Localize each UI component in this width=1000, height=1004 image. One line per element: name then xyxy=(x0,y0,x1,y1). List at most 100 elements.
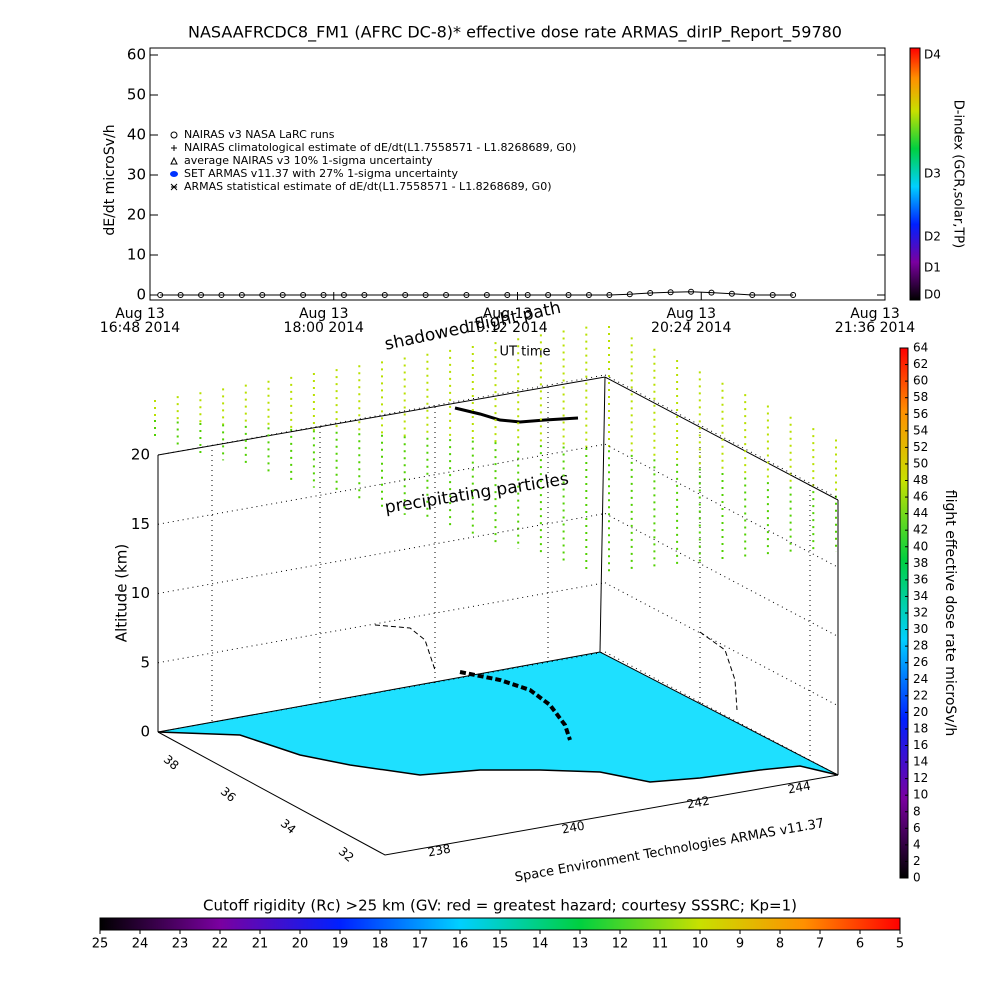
marker xyxy=(545,292,552,298)
colorbar-tick-label: 28 xyxy=(913,639,928,653)
colorbar-tick-label: 30 xyxy=(913,622,928,636)
z-grid xyxy=(604,443,839,568)
colorbar-tick-label: 54 xyxy=(913,423,928,437)
x-tick-label: Aug 13 18:00 2014 xyxy=(284,306,365,336)
y-tick-label: 60 xyxy=(127,46,146,64)
z-grid xyxy=(157,513,606,594)
colorbar-tick-label: 23 xyxy=(172,937,189,952)
colorbar-tick-label: 24 xyxy=(913,672,928,686)
lat-tick-label: 36 xyxy=(218,784,239,805)
marker xyxy=(340,292,347,298)
colorbar-tick-label: 32 xyxy=(913,606,928,620)
x-tick-label: Aug 13 20:24 2014 xyxy=(651,306,732,336)
marker xyxy=(626,291,633,298)
colorbar-tick-label: 11 xyxy=(652,937,669,952)
marker xyxy=(565,292,572,298)
marker xyxy=(749,292,756,298)
marker xyxy=(483,292,490,298)
colorbar-tick-label: 10 xyxy=(692,937,709,952)
colorbar-tick-label: 22 xyxy=(212,937,229,952)
colorbar-tick-label: 20 xyxy=(292,937,309,952)
colorbar-tick-label: 24 xyxy=(132,937,149,952)
y-tick-label: 50 xyxy=(127,86,146,104)
land xyxy=(158,732,838,855)
y-axis-label: dE/dt microSv/h xyxy=(102,124,118,235)
colorbar-tick-label: 48 xyxy=(913,473,928,487)
colorbar-tick-label: D2 xyxy=(924,230,941,244)
edge xyxy=(157,376,839,501)
symbol xyxy=(170,156,178,165)
marker xyxy=(279,292,286,298)
marker xyxy=(218,292,225,298)
colorbar-tick-label: 36 xyxy=(913,572,928,586)
colorbar-tick-label: 0 xyxy=(913,871,921,885)
marker xyxy=(177,292,184,298)
scene-3d xyxy=(157,376,839,856)
lat-tick-label: 34 xyxy=(278,816,299,837)
colorbar-tick-label: 58 xyxy=(913,390,928,404)
colorbar-tick-label: 6 xyxy=(913,821,921,835)
annotation: precipitating particles xyxy=(383,469,570,518)
y-tick-label: 30 xyxy=(127,166,146,184)
marker xyxy=(238,292,245,298)
legend-symbol xyxy=(170,183,178,191)
legend-label: ARMAS statistical estimate of dE/dt(L1.7… xyxy=(184,180,551,193)
lon-tick-label: 242 xyxy=(686,794,711,812)
symbol xyxy=(170,171,178,177)
colorbar-tick-label: 2 xyxy=(913,854,921,868)
colorbar-tick-label: 8 xyxy=(776,937,784,952)
legend-label: SET ARMAS v11.37 with 27% 1-sigma uncert… xyxy=(184,167,458,180)
marker xyxy=(647,290,654,296)
colorbar-tick-label: 5 xyxy=(896,937,904,952)
y-tick-label: 20 xyxy=(127,206,146,224)
marker xyxy=(504,292,511,298)
colorbar-tick-label: 44 xyxy=(913,506,928,520)
z-grid xyxy=(157,374,606,456)
colorbar-tick-label: 13 xyxy=(572,937,589,952)
marker xyxy=(728,290,735,297)
colorbar-tick-label: 17 xyxy=(412,937,429,952)
colorbar-tick-label: 50 xyxy=(913,456,928,470)
symbol xyxy=(170,131,178,139)
colorbar-tick-label: 26 xyxy=(913,655,928,669)
colorbar-tick-label: 16 xyxy=(452,937,469,952)
symbol xyxy=(171,145,177,151)
flight-path-shadow xyxy=(454,406,579,424)
colorbar-tick-label: D4 xyxy=(924,48,941,62)
colorbar-tick-label: 18 xyxy=(372,937,389,952)
d-index-label: D-index (GCR,solar,TP) xyxy=(951,100,966,248)
marker xyxy=(463,292,470,298)
colorbar-tick-label: 62 xyxy=(913,357,928,371)
marker xyxy=(524,292,531,298)
marker xyxy=(402,292,409,298)
marker xyxy=(259,292,266,298)
edge xyxy=(599,376,606,653)
x-tick-label: Aug 13 16:48 2014 xyxy=(100,306,181,336)
marker xyxy=(320,292,327,298)
y-tick-label: 10 xyxy=(127,246,146,264)
marker xyxy=(422,292,429,298)
legend-symbol xyxy=(171,145,177,151)
edge xyxy=(157,731,839,856)
colorbar-tick-label: 21 xyxy=(252,937,269,952)
dose-colorbar-label: flight effective dose rate microSv/h xyxy=(942,490,958,736)
flight-path-projection xyxy=(374,624,436,671)
marker xyxy=(443,292,450,298)
colorbar-tick-label: 42 xyxy=(913,523,928,537)
series-line xyxy=(160,291,794,296)
colorbar-tick-label: 4 xyxy=(913,837,921,851)
d-index-colorbar xyxy=(909,47,921,301)
colorbar-tick-label: D1 xyxy=(924,261,941,275)
legend-label: NAIRAS v3 NASA LaRC runs xyxy=(184,128,335,141)
marker xyxy=(708,289,715,296)
legend-symbol xyxy=(170,131,178,139)
lon-tick-label: 244 xyxy=(787,779,812,797)
z-tick-label: 10 xyxy=(131,584,150,602)
flight-path-projection xyxy=(699,631,738,711)
z-tick-label: 15 xyxy=(131,515,150,533)
marker xyxy=(198,292,205,298)
lat-tick-label: 38 xyxy=(161,752,182,773)
marker xyxy=(667,289,674,296)
colorbar-tick-label: 56 xyxy=(913,407,928,421)
